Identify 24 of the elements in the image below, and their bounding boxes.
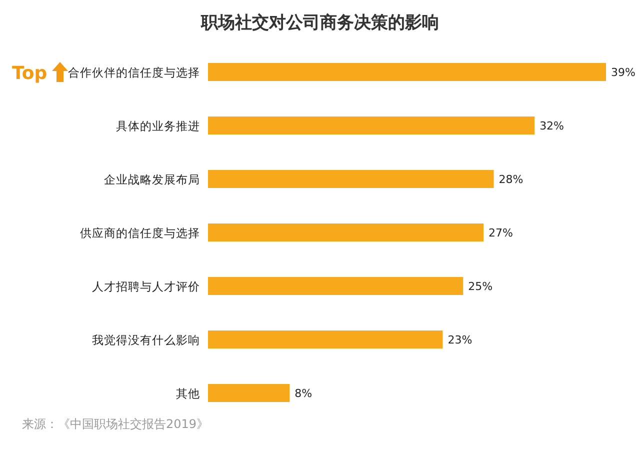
chart-title: 职场社交对公司商务决策的影响 (200, 13, 439, 33)
text: Top (12, 63, 48, 84)
bar (208, 330, 443, 348)
y-tick-label: 其他 (176, 386, 200, 400)
data-label: 8% (294, 387, 312, 400)
data-label: 32% (540, 120, 564, 132)
y-tick-label: 我觉得没有什么影响 (92, 333, 200, 347)
bar (208, 384, 290, 402)
y-tick-label: 合作伙伴的信任度与选择 (68, 66, 200, 80)
y-tick-label: 人才招聘与人才评价 (92, 280, 200, 294)
bar (208, 277, 464, 295)
bar (208, 116, 535, 134)
y-tick-label: 供应商的信任度与选择 (80, 226, 200, 240)
data-label: 27% (488, 226, 513, 240)
data-label: 23% (448, 334, 472, 346)
bar (208, 170, 494, 188)
y-tick-label: 具体的业务推进 (116, 119, 200, 133)
data-label: 25% (468, 280, 493, 293)
data-label: 39% (611, 66, 636, 79)
data-label: 28% (498, 173, 524, 186)
y-tick-label: 企业战略发展布局 (104, 172, 200, 186)
bar (208, 63, 606, 81)
annotation: 来源：《中国职场社交报告2019》 (22, 417, 209, 431)
bar (208, 224, 484, 242)
